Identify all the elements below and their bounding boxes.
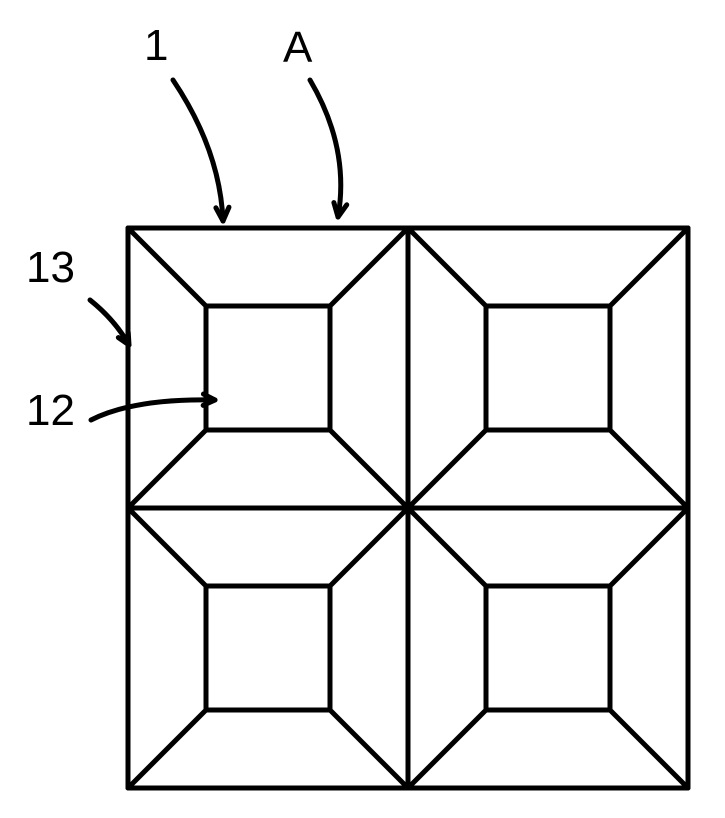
diag — [128, 430, 206, 508]
diag — [330, 508, 408, 586]
diag — [610, 710, 688, 788]
diag — [330, 710, 408, 788]
diag — [610, 430, 688, 508]
diag — [330, 430, 408, 508]
diag — [610, 508, 688, 586]
inner-square — [206, 586, 330, 710]
diag — [408, 228, 486, 306]
diag — [330, 228, 408, 306]
arrow-1 — [173, 80, 223, 221]
diag — [408, 430, 486, 508]
label-A: A — [283, 23, 313, 72]
diag — [610, 228, 688, 306]
inner-square — [486, 586, 610, 710]
label-12: 12 — [26, 386, 75, 435]
inner-square — [206, 306, 330, 430]
diag — [128, 228, 206, 306]
diag — [408, 710, 486, 788]
arrow-A — [310, 80, 341, 217]
diag — [408, 508, 486, 586]
inner-square — [486, 306, 610, 430]
diag — [128, 508, 206, 586]
arrow-12 — [91, 400, 215, 420]
label-13: 13 — [26, 243, 75, 292]
diag — [128, 710, 206, 788]
label-1: 1 — [144, 21, 168, 70]
